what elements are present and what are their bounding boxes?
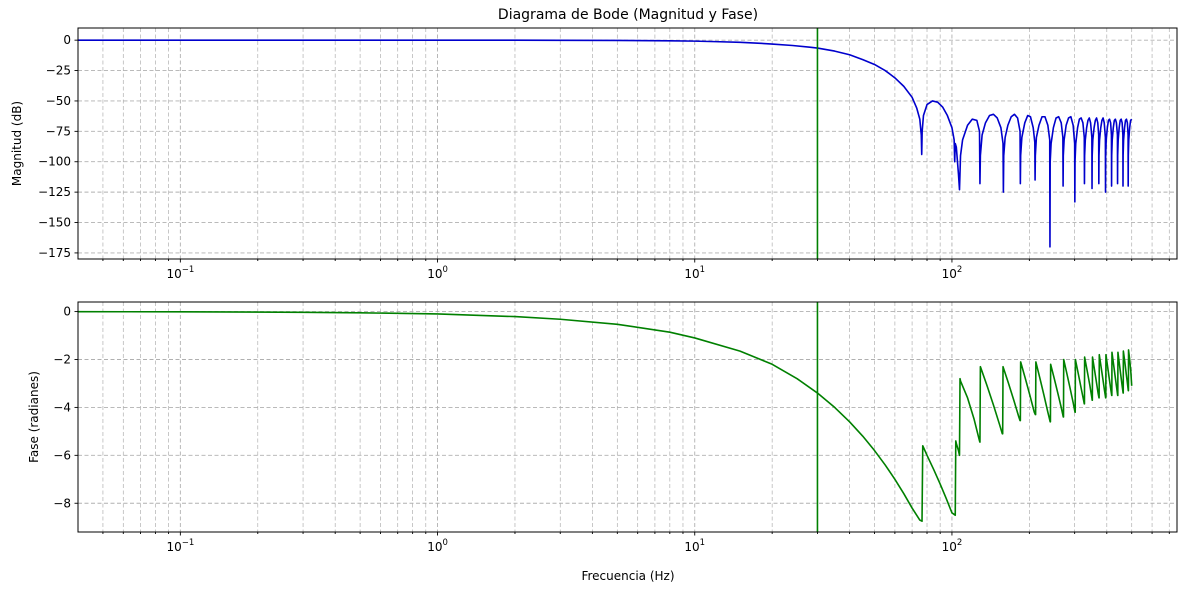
x-tick-label: 10−1 — [166, 265, 194, 281]
x-tick-label: 100 — [427, 538, 448, 554]
y-tick-label: −2 — [53, 353, 71, 367]
y-tick-label: −4 — [53, 400, 71, 414]
phase-ticks: 10−1 100 101 102 0 −2 −4 −6 −8 — [53, 305, 1170, 554]
y-tick-label: −150 — [38, 216, 71, 230]
phase-plot: 10−1 100 101 102 0 −2 −4 −6 −8 Fase (radianes) F… — [27, 301, 1178, 583]
y-tick-label: −100 — [38, 155, 71, 169]
y-tick-label: −125 — [38, 185, 71, 199]
magnitude-grid — [78, 28, 1177, 259]
y-tick-label: −6 — [53, 448, 71, 462]
phase-y-axis-label: Fase (radianes) — [27, 371, 41, 463]
x-tick-label: 101 — [684, 538, 705, 554]
y-tick-label: −175 — [38, 246, 71, 260]
y-tick-label: −8 — [53, 496, 71, 510]
phase-axes-frame — [77, 301, 1178, 533]
magnitude-ticks: 10−1 100 101 102 0 −25 −50 −75 −100 −125 −150 −175 — [38, 33, 1170, 281]
series-line-0 — [78, 39, 1133, 248]
x-tick-label: 101 — [684, 265, 705, 281]
y-tick-label: 0 — [63, 305, 71, 319]
magnitude-marks — [78, 28, 1133, 259]
x-tick-label: 102 — [942, 538, 963, 554]
chart-title: Diagrama de Bode (Magnitud y Fase) — [498, 7, 758, 23]
magnitude-axes-frame — [77, 27, 1178, 260]
y-tick-label: 0 — [63, 33, 71, 47]
y-tick-label: −75 — [46, 124, 71, 138]
y-tick-label: −25 — [46, 64, 71, 78]
series-line-0 — [77, 310, 1133, 523]
x-tick-label: 100 — [427, 265, 448, 281]
y-tick-label: −50 — [46, 94, 71, 108]
phase-grid — [78, 302, 1177, 532]
x-tick-label: 10−1 — [166, 538, 194, 554]
x-axis-label: Frecuencia (Hz) — [581, 569, 674, 583]
magnitude-plot: Diagrama de Bode (Magnitud y Fase) 10−1 1… — [10, 7, 1178, 281]
magnitude-y-axis-label: Magnitud (dB) — [10, 101, 24, 186]
x-tick-label: 102 — [942, 265, 963, 281]
phase-marks — [77, 302, 1133, 532]
